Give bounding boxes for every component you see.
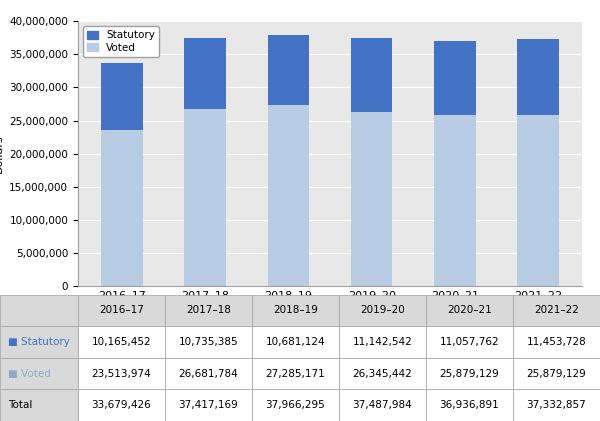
Bar bbox=[184, 38, 226, 109]
Bar bbox=[101, 63, 143, 131]
Bar bbox=[184, 109, 226, 286]
Bar bbox=[517, 39, 559, 115]
Bar bbox=[268, 105, 309, 286]
Bar bbox=[351, 38, 392, 112]
Bar bbox=[351, 112, 392, 286]
Bar bbox=[268, 35, 309, 105]
Bar bbox=[101, 131, 143, 286]
Bar bbox=[517, 115, 559, 286]
Legend: Statutory, Voted: Statutory, Voted bbox=[83, 26, 159, 57]
Bar bbox=[434, 41, 476, 115]
Bar bbox=[434, 115, 476, 286]
Y-axis label: Dollars: Dollars bbox=[0, 134, 4, 173]
